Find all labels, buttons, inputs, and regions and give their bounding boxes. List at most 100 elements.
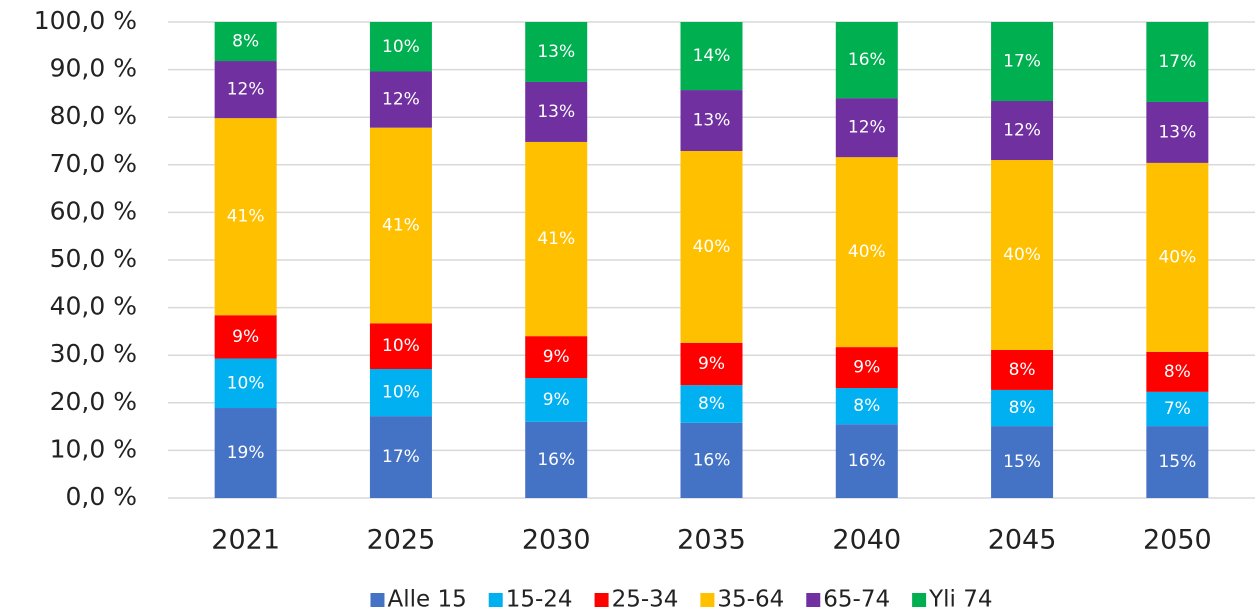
data-label: 41% — [227, 207, 265, 227]
data-label: 40% — [1158, 247, 1196, 267]
data-label: 13% — [537, 42, 575, 62]
data-label: 14% — [693, 46, 731, 66]
data-label: 41% — [537, 229, 575, 249]
y-tick-label: 90,0 % — [50, 54, 137, 83]
bar-segment — [214, 315, 277, 359]
x-tick-label: 2045 — [988, 525, 1057, 556]
x-tick-label: 2040 — [832, 525, 901, 556]
bar-segment — [1146, 101, 1209, 163]
x-tick-label: 2050 — [1143, 525, 1212, 556]
data-label: 16% — [693, 450, 731, 470]
data-label: 10% — [227, 373, 265, 393]
bar-segment — [991, 389, 1054, 427]
bar-segment — [835, 388, 898, 425]
bar-segment — [991, 160, 1054, 350]
bar-segment — [991, 22, 1054, 102]
bar-segment — [835, 424, 898, 498]
y-tick-label: 60,0 % — [50, 196, 137, 225]
bar-segment — [369, 71, 432, 128]
bar-segment — [680, 385, 743, 423]
bar-segment — [680, 22, 743, 91]
y-tick-label: 100,0 % — [34, 6, 137, 35]
data-label: 12% — [382, 90, 420, 110]
data-label: 17% — [1158, 52, 1196, 72]
y-tick-label: 20,0 % — [50, 387, 137, 416]
x-tick-label: 2025 — [367, 525, 436, 556]
bar-segment — [680, 422, 743, 498]
data-label: 41% — [382, 215, 420, 235]
data-label: 40% — [693, 237, 731, 257]
bar-segment — [1146, 391, 1209, 427]
data-label: 8% — [1009, 398, 1036, 418]
x-tick-label: 2021 — [211, 525, 280, 556]
legend-label: 25-34 — [612, 587, 679, 610]
data-label: 9% — [232, 327, 259, 347]
data-label: 8% — [1009, 360, 1036, 380]
data-label: 13% — [1158, 122, 1196, 142]
data-label: 17% — [1003, 52, 1041, 72]
bar-segment — [525, 378, 588, 422]
data-label: 9% — [543, 390, 570, 410]
data-label: 7% — [1164, 399, 1191, 419]
y-tick-label: 40,0 % — [50, 292, 137, 321]
data-label: 13% — [537, 102, 575, 122]
legend-label: Yli 74 — [928, 587, 992, 610]
y-tick-label: 10,0 % — [50, 434, 137, 463]
legend-swatch — [806, 593, 821, 607]
data-label: 9% — [698, 354, 725, 374]
bar-segment — [525, 141, 588, 337]
y-tick-label: 70,0 % — [50, 149, 137, 178]
legend: Alle 15 15-24 25-34 35-64 65-74 Yli 74 — [370, 587, 993, 610]
data-label: 10% — [382, 383, 420, 403]
data-label: 9% — [543, 347, 570, 367]
bar-segment — [369, 323, 432, 370]
data-label: 40% — [1003, 245, 1041, 265]
data-label: 15% — [1003, 452, 1041, 472]
data-label: 12% — [848, 118, 886, 138]
legend-label: 15-24 — [506, 587, 573, 610]
data-label: 16% — [848, 50, 886, 70]
bar-segment — [680, 342, 743, 386]
bar-segment — [1146, 22, 1209, 102]
bar-segment — [835, 98, 898, 158]
bar-segment — [1146, 162, 1209, 352]
data-label: 16% — [848, 451, 886, 471]
data-label: 10% — [382, 336, 420, 356]
legend-label: Alle 15 — [387, 587, 466, 610]
data-label: 8% — [853, 396, 880, 416]
legend-label: 65-74 — [823, 587, 890, 610]
data-label: 12% — [227, 80, 265, 100]
data-label: 8% — [232, 32, 259, 52]
data-label: 8% — [1164, 362, 1191, 382]
y-tick-label: 80,0 % — [50, 101, 137, 130]
x-tick-label: 2030 — [522, 525, 591, 556]
data-label: 40% — [848, 242, 886, 262]
bar-segment — [369, 22, 432, 72]
data-label: 10% — [382, 37, 420, 57]
legend-swatch — [488, 593, 503, 607]
legend-swatch — [700, 593, 715, 607]
data-label: 17% — [382, 447, 420, 467]
bar-segment — [991, 349, 1054, 390]
bar-segment — [369, 416, 432, 498]
bar-segment — [835, 347, 898, 389]
bar-segment — [214, 408, 277, 498]
data-label: 8% — [698, 394, 725, 414]
data-label: 9% — [853, 358, 880, 378]
legend-swatch — [912, 593, 927, 607]
bar-segment — [525, 81, 588, 142]
data-label: 15% — [1158, 452, 1196, 472]
bar-segment — [835, 22, 898, 99]
data-label: 13% — [693, 111, 731, 131]
bar-segment — [369, 369, 432, 417]
bar-segment — [835, 157, 898, 348]
bar-segment — [525, 336, 588, 379]
bar-segment — [369, 127, 432, 324]
data-label: 12% — [1003, 121, 1041, 141]
bar-segment — [525, 22, 588, 82]
legend-swatch — [370, 593, 385, 607]
x-tick-label: 2035 — [677, 525, 746, 556]
bar-segment — [991, 426, 1054, 498]
y-tick-label: 0,0 % — [66, 482, 137, 511]
bar-segment — [525, 421, 588, 498]
